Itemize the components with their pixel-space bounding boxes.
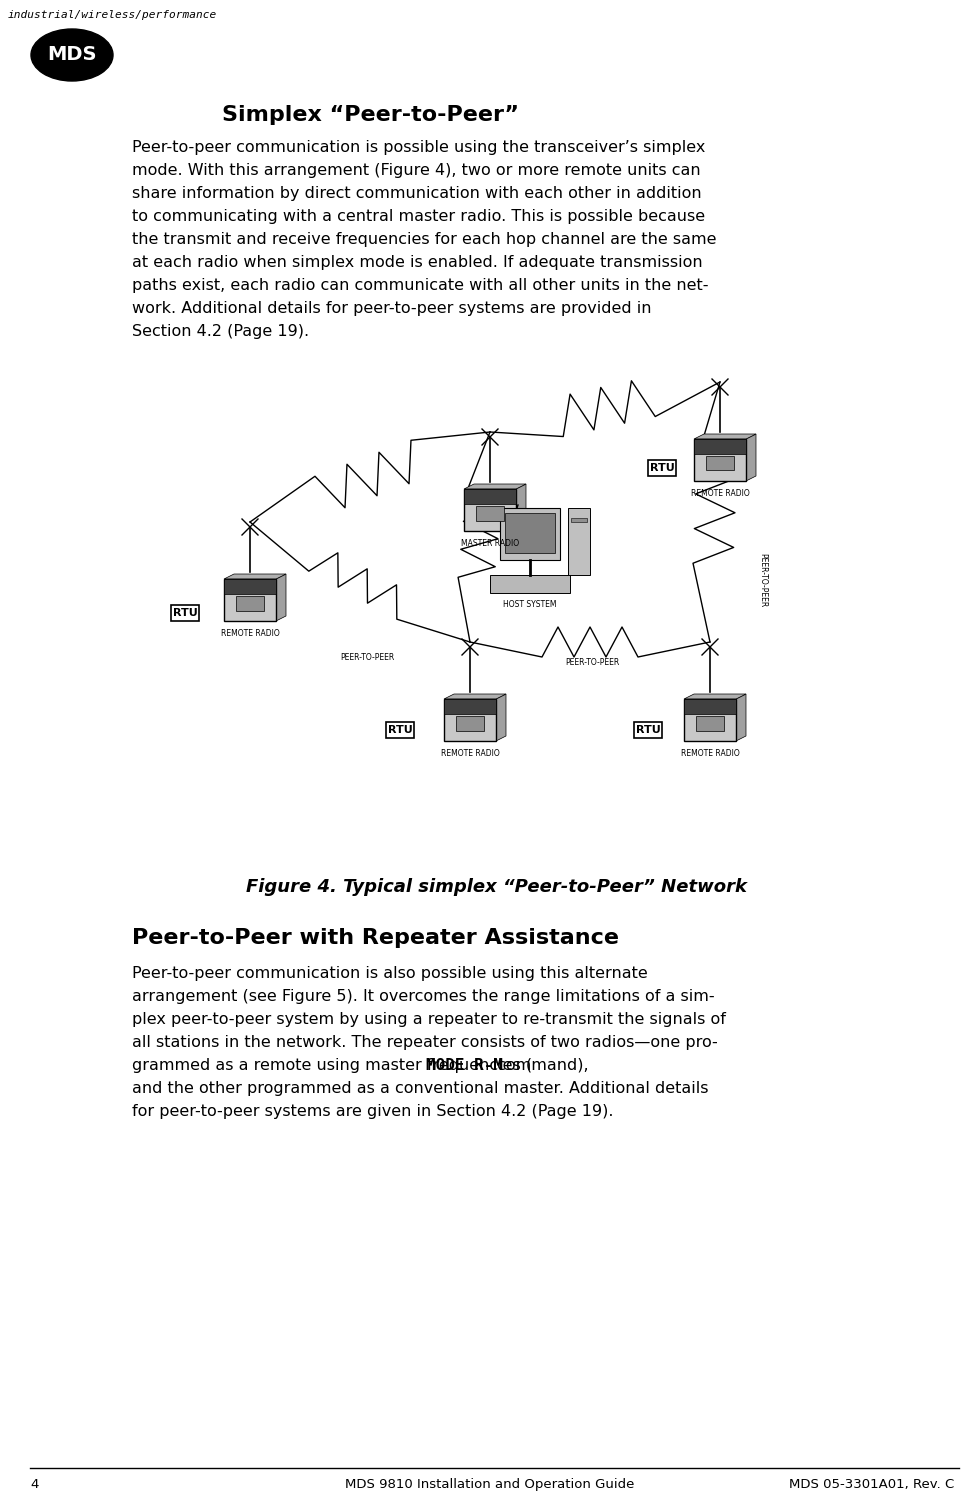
Bar [224,579,276,593]
Text: Section 4.2 (Page 19).: Section 4.2 (Page 19). [132,324,309,339]
Text: PEER-TO-PEER: PEER-TO-PEER [564,658,619,667]
Bar [693,439,745,482]
Text: the transmit and receive frequencies for each hop channel are the same: the transmit and receive frequencies for… [132,232,716,247]
Text: PEER-TO-PEER: PEER-TO-PEER [339,653,394,662]
Polygon shape [224,573,286,579]
Text: Figure 4. Typical simplex “Peer-to-Peer” Network: Figure 4. Typical simplex “Peer-to-Peer”… [246,877,747,895]
Text: paths exist, each radio can communicate with all other units in the net-: paths exist, each radio can communicate … [132,278,708,293]
Text: 4: 4 [30,1478,38,1491]
Text: REMOTE RADIO: REMOTE RADIO [220,629,279,638]
Bar [684,698,735,713]
Text: PEER-TO-PEER: PEER-TO-PEER [758,552,767,607]
Bar [693,439,745,453]
Text: plex peer-to-peer system by using a repeater to re-transmit the signals of: plex peer-to-peer system by using a repe… [132,1011,725,1026]
Polygon shape [693,433,755,439]
Text: work. Additional details for peer-to-peer systems are provided in: work. Additional details for peer-to-pee… [132,301,650,316]
Text: Peer-to-peer communication is also possible using this alternate: Peer-to-peer communication is also possi… [132,966,647,981]
Text: RTU: RTU [635,725,660,734]
Text: industrial/wireless/performance: industrial/wireless/performance [8,11,217,20]
Text: and the other programmed as a conventional master. Additional details: and the other programmed as a convention… [132,1081,708,1096]
Text: MDS: MDS [47,45,97,65]
Bar [236,596,264,611]
Bar [634,721,661,739]
Polygon shape [444,694,506,698]
Polygon shape [464,485,525,489]
Bar [444,698,496,740]
Bar [505,513,555,552]
Text: to communicating with a central master radio. This is possible because: to communicating with a central master r… [132,209,704,224]
Text: command),: command), [491,1058,588,1073]
Bar [455,716,484,730]
Text: MODE R-M: MODE R-M [425,1058,502,1073]
Text: RTU: RTU [172,608,198,619]
Bar [475,506,504,521]
Text: Peer-to-peer communication is possible using the transceiver’s simplex: Peer-to-peer communication is possible u… [132,140,705,155]
Text: arrangement (see Figure 5). It overcomes the range limitations of a sim-: arrangement (see Figure 5). It overcomes… [132,989,714,1004]
Polygon shape [276,573,286,622]
Bar [171,605,199,622]
Text: RTU: RTU [649,464,674,473]
Text: all stations in the network. The repeater consists of two radios—one pro-: all stations in the network. The repeate… [132,1035,717,1050]
Text: RTU: RTU [387,725,412,734]
Bar [695,716,724,730]
Text: Peer-to-Peer with Repeater Assistance: Peer-to-Peer with Repeater Assistance [132,929,618,948]
Text: share information by direct communication with each other in addition: share information by direct communicatio… [132,187,701,202]
Text: MDS 9810 Installation and Operation Guide: MDS 9810 Installation and Operation Guid… [344,1478,634,1491]
Bar [500,509,559,560]
Text: for peer-to-peer systems are given in Section 4.2 (Page 19).: for peer-to-peer systems are given in Se… [132,1105,613,1120]
Bar [224,579,276,622]
Bar [684,698,735,740]
Bar [705,456,734,471]
Text: MDS 05-3301A01, Rev. C: MDS 05-3301A01, Rev. C [788,1478,953,1491]
Text: REMOTE RADIO: REMOTE RADIO [689,489,748,498]
Bar [490,575,569,593]
Polygon shape [684,694,745,698]
Polygon shape [515,485,525,531]
Text: grammed as a remote using master frequencies (: grammed as a remote using master frequen… [132,1058,532,1073]
Text: REMOTE RADIO: REMOTE RADIO [680,749,738,759]
Bar [464,489,515,531]
Bar [570,518,587,522]
Text: MASTER RADIO: MASTER RADIO [461,539,518,548]
Polygon shape [745,433,755,482]
Bar [567,509,590,575]
Bar [647,459,676,477]
Bar [385,721,414,739]
Bar [464,489,515,504]
Text: REMOTE RADIO: REMOTE RADIO [440,749,499,759]
Polygon shape [735,694,745,740]
Ellipse shape [31,29,112,81]
Polygon shape [496,694,506,740]
Bar [444,698,496,713]
Text: at each radio when simplex mode is enabled. If adequate transmission: at each radio when simplex mode is enabl… [132,254,702,269]
Text: mode. With this arrangement (Figure 4), two or more remote units can: mode. With this arrangement (Figure 4), … [132,163,700,178]
Text: HOST SYSTEM: HOST SYSTEM [503,600,556,610]
Text: Simplex “Peer-to-Peer”: Simplex “Peer-to-Peer” [222,105,518,125]
